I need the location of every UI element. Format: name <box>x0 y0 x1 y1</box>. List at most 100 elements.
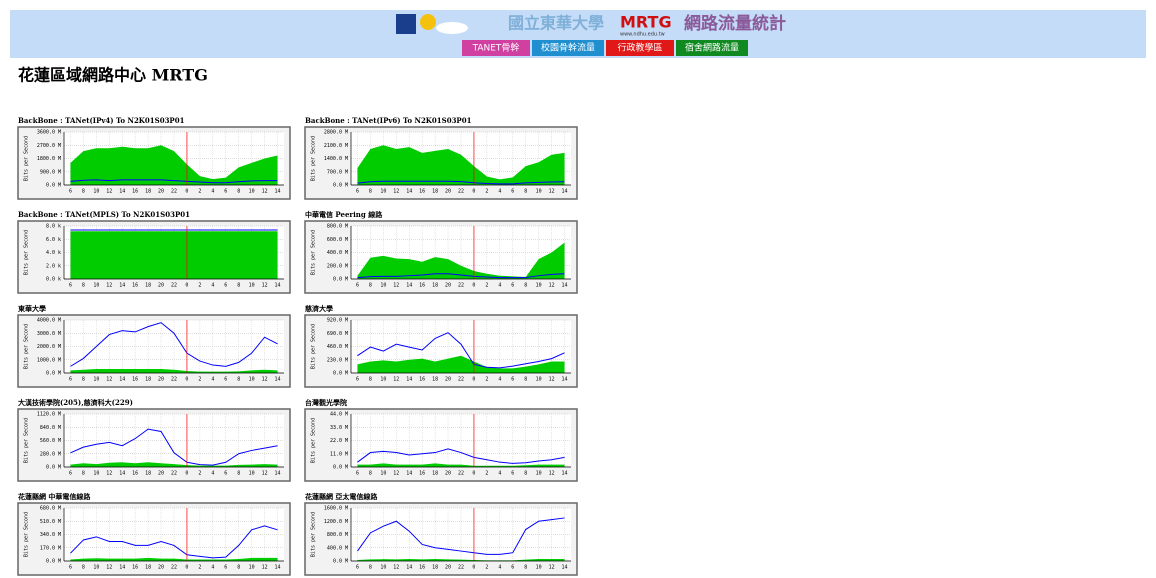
y-tick-label: 2100.0 M <box>324 143 348 149</box>
x-tick-label: 12 <box>106 283 112 289</box>
x-tick-label: 20 <box>158 189 164 195</box>
y-tick-label: 1800.0 M <box>37 156 61 162</box>
y-axis-label: Bits per Second <box>24 324 30 369</box>
x-tick-label: 10 <box>249 189 255 195</box>
x-tick-label: 16 <box>132 283 138 289</box>
x-tick-label: 14 <box>562 471 568 477</box>
x-tick-label: 6 <box>224 471 227 477</box>
x-tick-label: 6 <box>511 377 514 383</box>
x-tick-label: 12 <box>393 189 399 195</box>
x-tick-label: 4 <box>211 565 214 571</box>
y-tick-label: 0.0 k <box>46 277 61 283</box>
y-tick-label: 900.0 M <box>40 169 61 175</box>
x-tick-label: 10 <box>380 283 386 289</box>
x-tick-label: 6 <box>69 377 72 383</box>
y-tick-label: 0.0 M <box>333 559 348 565</box>
y-tick-label: 0.0 M <box>333 371 348 377</box>
x-tick-label: 16 <box>132 189 138 195</box>
x-tick-label: 4 <box>498 471 501 477</box>
x-tick-label: 12 <box>393 565 399 571</box>
brand: MRTG <box>620 13 672 32</box>
x-tick-label: 2 <box>198 565 201 571</box>
x-tick-label: 12 <box>549 189 555 195</box>
x-tick-label: 14 <box>562 189 568 195</box>
x-tick-label: 18 <box>145 565 151 571</box>
x-tick-label: 6 <box>224 565 227 571</box>
nav-label[interactable]: 宿舍網路流量 <box>685 42 739 54</box>
x-tick-label: 20 <box>158 377 164 383</box>
x-tick-label: 12 <box>262 471 268 477</box>
y-tick-label: 0.0 M <box>46 465 61 471</box>
x-tick-label: 14 <box>275 189 281 195</box>
x-tick-label: 12 <box>262 377 268 383</box>
x-tick-label: 8 <box>237 471 240 477</box>
x-tick-label: 8 <box>524 471 527 477</box>
x-tick-label: 20 <box>445 565 451 571</box>
nav-label[interactable]: 校園骨幹流量 <box>541 42 595 54</box>
y-tick-label: 0.0 M <box>46 559 61 565</box>
logo-icon <box>396 14 416 34</box>
y-tick-label: 560.0 M <box>40 438 61 444</box>
sun-icon <box>420 14 436 30</box>
x-tick-label: 8 <box>82 189 85 195</box>
y-tick-label: 0.0 M <box>333 277 348 283</box>
x-tick-label: 22 <box>171 283 177 289</box>
y-tick-label: 920.0 M <box>327 318 348 324</box>
y-tick-label: 1400.0 M <box>324 156 348 162</box>
x-tick-label: 12 <box>549 377 555 383</box>
x-tick-label: 4 <box>211 471 214 477</box>
x-tick-label: 22 <box>171 189 177 195</box>
chart-panel: BackBone : TANet(IPv4) To N2K01S03P010.0… <box>18 116 290 199</box>
x-tick-label: 18 <box>145 189 151 195</box>
x-tick-label: 6 <box>356 283 359 289</box>
x-tick-label: 6 <box>511 471 514 477</box>
x-tick-label: 10 <box>249 283 255 289</box>
nav-label[interactable]: 行政教學區 <box>617 42 662 54</box>
x-tick-label: 20 <box>445 377 451 383</box>
x-tick-label: 18 <box>432 189 438 195</box>
x-tick-label: 14 <box>119 283 125 289</box>
y-tick-label: 170.0 M <box>40 545 61 551</box>
y-tick-label: 2700.0 M <box>37 143 61 149</box>
chart-title: 東華大學 <box>18 304 46 313</box>
chart-title: 花蓮縣網 亞太電信線路 <box>305 492 378 501</box>
y-tick-label: 3600.0 M <box>37 130 61 136</box>
x-tick-label: 12 <box>106 565 112 571</box>
chart-title: BackBone : TANet(IPv4) To N2K01S03P01 <box>18 116 185 125</box>
x-tick-label: 14 <box>406 377 412 383</box>
x-tick-label: 6 <box>69 283 72 289</box>
x-tick-label: 6 <box>356 471 359 477</box>
y-tick-label: 0.0 M <box>46 371 61 377</box>
x-tick-label: 16 <box>419 283 425 289</box>
x-tick-label: 22 <box>458 471 464 477</box>
y-tick-label: 600.0 M <box>327 237 348 243</box>
y-tick-label: 6.0 k <box>46 237 61 243</box>
page-canvas: 國立東華大學 MRTG www.ndhu.edu.tw 網路流量統計 TANET… <box>0 0 1156 578</box>
x-tick-label: 10 <box>93 377 99 383</box>
x-tick-label: 14 <box>562 565 568 571</box>
x-tick-label: 14 <box>119 189 125 195</box>
x-tick-label: 4 <box>211 283 214 289</box>
x-tick-label: 0 <box>472 377 475 383</box>
nav-label[interactable]: TANET骨幹 <box>472 42 520 54</box>
x-tick-label: 18 <box>432 283 438 289</box>
y-axis-label: Bits per Second <box>24 136 30 181</box>
x-tick-label: 12 <box>393 377 399 383</box>
y-tick-label: 4.0 k <box>46 250 61 256</box>
x-tick-label: 16 <box>419 377 425 383</box>
x-tick-label: 20 <box>445 283 451 289</box>
x-tick-label: 12 <box>393 471 399 477</box>
y-axis-label: Bits per Second <box>311 324 317 369</box>
x-tick-label: 20 <box>445 189 451 195</box>
y-tick-label: 1120.0 M <box>37 412 61 418</box>
y-tick-label: 510.0 M <box>40 519 61 525</box>
x-tick-label: 6 <box>356 189 359 195</box>
y-tick-label: 0.0 M <box>333 465 348 471</box>
y-tick-label: 700.0 M <box>327 169 348 175</box>
x-tick-label: 20 <box>158 471 164 477</box>
chart-panel: BackBone : TANet(MPLS) To N2K01S03P010.0… <box>18 210 290 293</box>
x-tick-label: 4 <box>498 565 501 571</box>
x-tick-label: 4 <box>498 189 501 195</box>
chart-panel: 中華電信 Peering 線路0.0 M200.0 M400.0 M600.0 … <box>305 210 577 293</box>
